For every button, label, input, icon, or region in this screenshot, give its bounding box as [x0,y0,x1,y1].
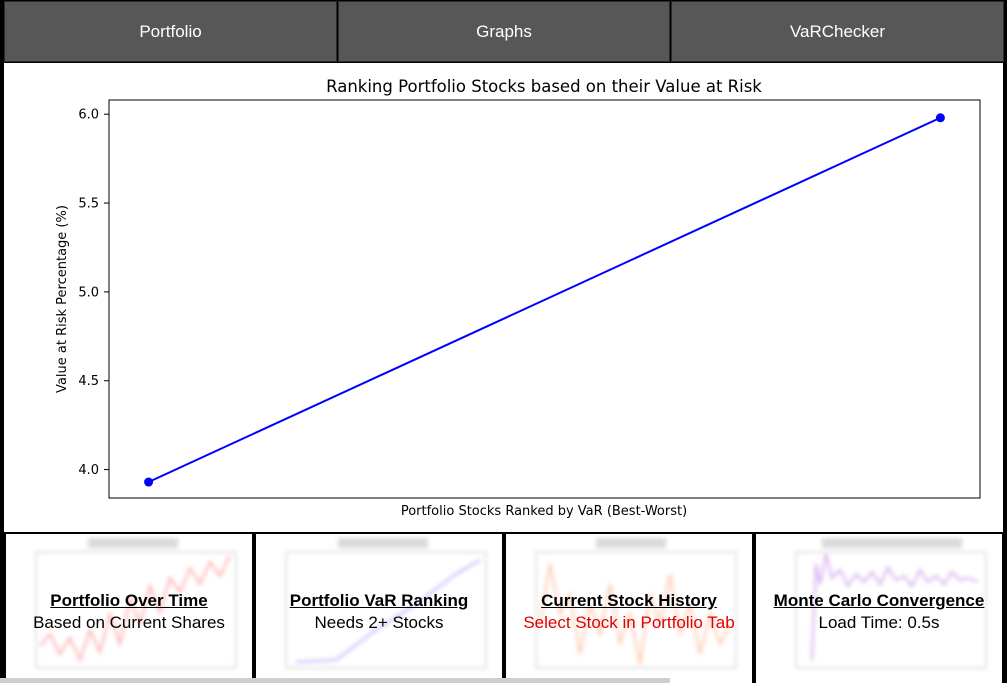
tab-varchecker-label: VaRChecker [789,21,886,41]
tab-graphs-label: Graphs [476,21,532,41]
data-point [144,477,154,487]
monte-carlo-convergence-thumbnail [795,538,987,669]
tab-portfolio-label: Portfolio [139,21,202,41]
y-tick-label: 6.0 [78,108,99,123]
portfolio-over-time-thumbnail [35,538,237,669]
y-tick-label: 4.5 [78,374,99,389]
card-subtitle: Select Stock in Portfolio Tab [523,613,735,632]
y-tick-label: 5.5 [78,197,99,212]
tab-bar: Portfolio Graphs VaRChecker [0,0,1007,63]
tab-graphs[interactable]: Graphs [338,1,670,62]
x-axis-label: Portfolio Stocks Ranked by VaR (Best-Wor… [401,504,687,519]
y-axis-label: Value at Risk Percentage (%) [55,205,70,393]
var-ranking-chart: Ranking Portfolio Stocks based on their … [55,77,981,519]
series-line [148,116,941,483]
graph-cards: Portfolio Over Time Based on Current Sha… [0,532,1007,683]
plot-area [108,99,981,499]
card-current-stock-history[interactable]: Current Stock History Select Stock in Po… [506,534,752,683]
thumb-line [811,553,979,661]
y-tick-label: 5.0 [78,285,99,300]
thumb-line [295,559,481,663]
card-monte-carlo-convergence[interactable]: Monte Carlo Convergence Load Time: 0.5s [756,534,1002,683]
card-title: Portfolio VaR Ranking [289,591,469,610]
card-subtitle: Based on Current Shares [33,613,225,632]
series-layer [144,113,945,487]
card-title: Current Stock History [541,591,717,610]
chart-title: Ranking Portfolio Stocks based on their … [326,77,762,96]
card-title: Portfolio Over Time [50,591,208,610]
thumb-line [39,555,231,663]
card-portfolio-over-time[interactable]: Portfolio Over Time Based on Current Sha… [6,534,252,683]
tab-portfolio[interactable]: Portfolio [4,1,337,62]
horizontal-scrollbar[interactable] [0,678,670,683]
current-stock-history-thumbnail [535,538,737,669]
card-title: Monte Carlo Convergence [773,591,985,610]
card-subtitle: Needs 2+ Stocks [314,613,444,632]
y-tick-label: 4.0 [78,463,99,478]
data-point [935,113,945,123]
var-ranking-chart-panel: Ranking Portfolio Stocks based on their … [4,63,1003,532]
tab-varchecker[interactable]: VaRChecker [671,1,1004,62]
card-portfolio-var-ranking[interactable]: Portfolio VaR Ranking Needs 2+ Stocks [256,534,502,683]
thumb-line [539,563,731,665]
portfolio-var-ranking-thumbnail [285,538,487,669]
card-subtitle: Load Time: 0.5s [818,613,940,632]
y-axis-ticks: 4.0 4.5 5.0 5.5 6.0 [78,108,109,478]
